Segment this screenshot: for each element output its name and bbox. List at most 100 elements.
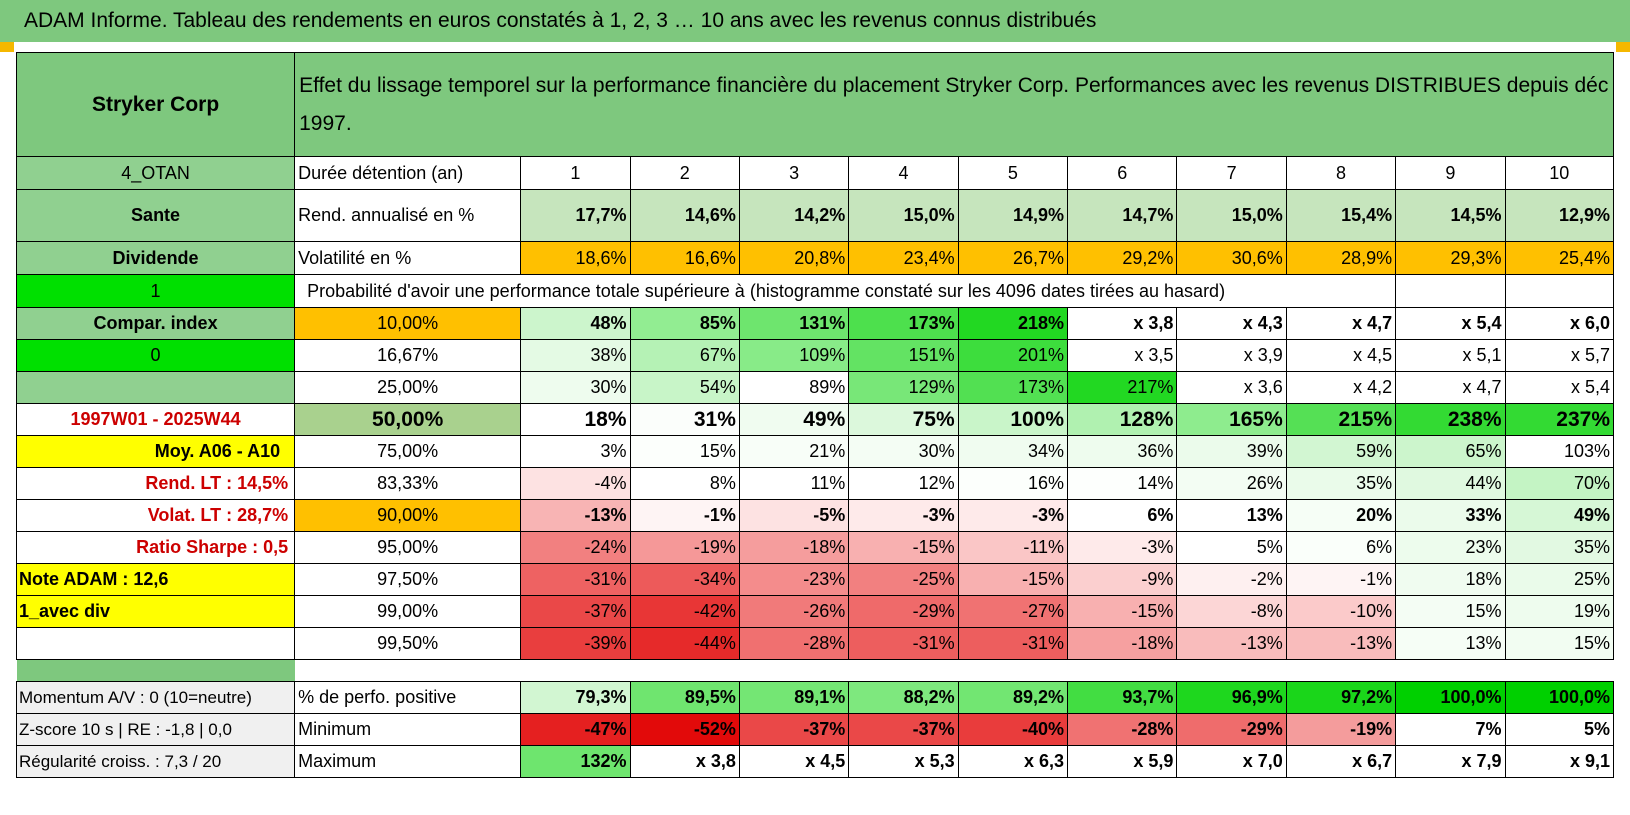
- spacer-row: [16, 659, 1614, 682]
- proba-cell: x 3,9: [1176, 339, 1287, 372]
- empty-side-cell: [15, 371, 296, 404]
- volat-cell: 25,4%: [1504, 241, 1615, 275]
- proba-cell: 20%: [1285, 499, 1397, 532]
- volat-cell: 26,7%: [957, 241, 1069, 275]
- rend-cell: 14,9%: [957, 189, 1069, 242]
- proba-cell: 49%: [1504, 499, 1615, 532]
- proba-cell: 49%: [738, 403, 850, 436]
- rend-cell: 14,2%: [738, 189, 850, 242]
- proba-cell: x 4,7: [1285, 307, 1397, 340]
- min-cell: -19%: [1285, 713, 1397, 746]
- rend-lt-label: Rend. LT : 14,5%: [15, 467, 296, 500]
- year-header: 3: [738, 156, 850, 190]
- rend-cell: 14,5%: [1395, 189, 1506, 242]
- proba-threshold: 99,50%: [294, 627, 522, 660]
- proba-threshold: 10,00%: [294, 307, 522, 340]
- proba-cell: 173%: [957, 371, 1069, 404]
- proba-cell: -5%: [738, 499, 850, 532]
- proba-cell: 38%: [520, 339, 631, 372]
- proba-cell: 21%: [738, 435, 850, 468]
- proba-cell: 15%: [1395, 595, 1506, 628]
- proba-threshold: 25,00%: [294, 371, 522, 404]
- pct-pos-cell: 100,0%: [1504, 681, 1615, 714]
- proba-cell: 151%: [848, 339, 959, 372]
- min-cell: 5%: [1504, 713, 1615, 746]
- pct-pos-row: Momentum A/V : 0 (10=neutre) % de perfo.…: [15, 681, 1615, 714]
- rend-cell: 14,6%: [629, 189, 740, 242]
- proba-cell: 15%: [629, 435, 740, 468]
- proba-cell: 31%: [629, 403, 740, 436]
- proba-cell: -15%: [957, 563, 1069, 596]
- proba-cell: 131%: [738, 307, 850, 340]
- proba-threshold: 99,00%: [294, 595, 522, 628]
- pct-pos-cell: 89,2%: [957, 681, 1069, 714]
- pct-pos-cell: 96,9%: [1176, 681, 1287, 714]
- proba-cell: 129%: [848, 371, 959, 404]
- proba-row: 0 16,67% 38% 67% 109% 151% 201% x 3,5 x …: [15, 339, 1615, 372]
- proba-label: Probabilité d'avoir une performance tota…: [294, 274, 1396, 308]
- corner-marker-right: [1616, 42, 1630, 52]
- proba-cell: -24%: [520, 531, 631, 564]
- min-cell: -29%: [1176, 713, 1287, 746]
- volat-lt-label: Volat. LT : 28,7%: [15, 499, 296, 532]
- proba-threshold: 75,00%: [294, 435, 522, 468]
- proba-cell: -11%: [957, 531, 1069, 564]
- proba-cell: x 5,1: [1395, 339, 1506, 372]
- spacer-cell: [295, 660, 1614, 682]
- proba-cell: x 6,0: [1504, 307, 1615, 340]
- proba-cell: -23%: [738, 563, 850, 596]
- max-cell: x 6,3: [957, 745, 1069, 778]
- pct-pos-cell: 89,5%: [629, 681, 740, 714]
- proba-cell: -27%: [957, 595, 1069, 628]
- proba-cell: 128%: [1067, 403, 1178, 436]
- proba-threshold: 97,50%: [294, 563, 522, 596]
- pct-pos-label: % de perfo. positive: [294, 681, 522, 714]
- proba-row: Volat. LT : 28,7% 90,00% -13% -1% -5% -3…: [15, 499, 1615, 532]
- proba-cell: 33%: [1395, 499, 1506, 532]
- pct-pos-cell: 97,2%: [1285, 681, 1397, 714]
- proba-cell: x 3,5: [1067, 339, 1178, 372]
- period-label: 1997W01 - 2025W44: [15, 403, 296, 436]
- proba-cell: -15%: [848, 531, 959, 564]
- flag-one: 1: [15, 274, 296, 308]
- proba-threshold: 50,00%: [294, 403, 522, 436]
- proba-cell: 100%: [957, 403, 1069, 436]
- proba-cell: 25%: [1504, 563, 1615, 596]
- proba-cell: -4%: [520, 467, 631, 500]
- min-row: Z-score 10 s | RE : -1,8 | 0,0 Minimum -…: [15, 713, 1615, 746]
- proba-cell: 103%: [1504, 435, 1615, 468]
- proba-cell: -18%: [1067, 627, 1178, 660]
- year-header: 8: [1285, 156, 1397, 190]
- pct-pos-cell: 88,2%: [848, 681, 959, 714]
- min-label: Minimum: [294, 713, 522, 746]
- proba-cell: -13%: [1285, 627, 1397, 660]
- proba-cell: 30%: [520, 371, 631, 404]
- volat-cell: 23,4%: [848, 241, 959, 275]
- proba-cell: -1%: [1285, 563, 1397, 596]
- volat-row: Dividende Volatilité en % 18,6% 16,6% 20…: [15, 241, 1615, 275]
- max-cell: 132%: [520, 745, 631, 778]
- performance-table: Stryker Corp Effet du lissage temporel s…: [15, 52, 1615, 778]
- proba-cell: 238%: [1395, 403, 1506, 436]
- proba-cell: 59%: [1285, 435, 1397, 468]
- proba-row: 25,00% 30% 54% 89% 129% 173% 217% x 3,6 …: [15, 371, 1615, 404]
- proba-cell: 218%: [957, 307, 1069, 340]
- year-header: 4: [848, 156, 959, 190]
- proba-cell: -34%: [629, 563, 740, 596]
- years-row: 4_OTAN Durée détention (an) 1 2 3 4 5 6 …: [15, 156, 1615, 190]
- proba-cell: 75%: [848, 403, 959, 436]
- volat-cell: 20,8%: [738, 241, 850, 275]
- company-name: Stryker Corp: [15, 52, 296, 157]
- spacer-bar: [16, 659, 295, 682]
- proba-cell: 5%: [1176, 531, 1287, 564]
- proba-cell: 48%: [520, 307, 631, 340]
- proba-cell: 18%: [1395, 563, 1506, 596]
- proba-cell: -15%: [1067, 595, 1178, 628]
- corner-marker-left: [0, 42, 14, 52]
- pct-pos-cell: 93,7%: [1067, 681, 1178, 714]
- proba-cell: -3%: [1067, 531, 1178, 564]
- rend-cell: 15,0%: [1176, 189, 1287, 242]
- proba-cell: 35%: [1504, 531, 1615, 564]
- moy-label: Moy. A06 - A10: [15, 435, 296, 468]
- proba-row: Ratio Sharpe : 0,5 95,00% -24% -19% -18%…: [15, 531, 1615, 564]
